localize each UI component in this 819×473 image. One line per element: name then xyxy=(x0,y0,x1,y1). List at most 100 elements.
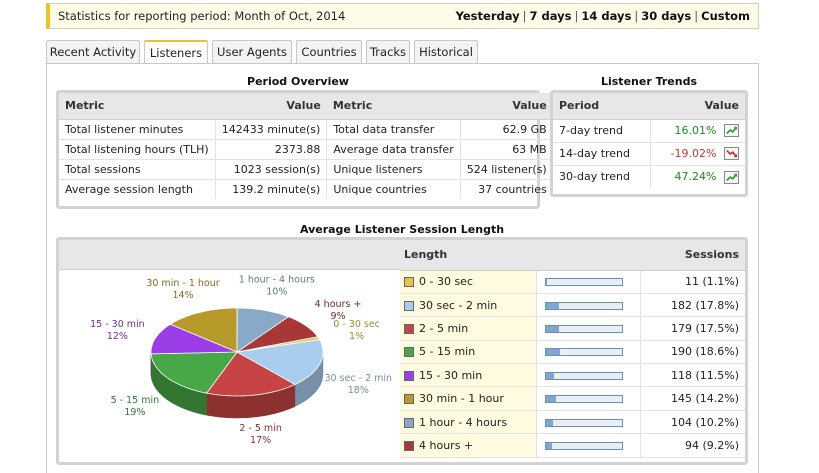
trend-value-cell: -19.02% xyxy=(650,142,745,166)
range-selector: Yesterday | 7 days | 14 days | 30 days | Custom xyxy=(455,9,750,23)
tab-historical[interactable]: Historical xyxy=(414,40,478,63)
session-share-bar-fill xyxy=(545,372,555,379)
reporting-period-bar: Statistics for reporting period: Month o… xyxy=(46,3,759,29)
session-share-bar xyxy=(544,371,623,380)
session-share-bar xyxy=(544,278,623,287)
tab-user-agents[interactable]: User Agents xyxy=(212,40,292,63)
session-share-bar-fill xyxy=(545,419,554,426)
tab-tracks[interactable]: Tracks xyxy=(366,40,410,63)
sessions-value: 182 (17.8%) xyxy=(640,293,745,318)
column-header-period: Period xyxy=(553,93,651,120)
trend-value: 16.01% xyxy=(674,123,717,137)
bar-cell xyxy=(536,410,641,435)
length-cell: 0 - 30 sec xyxy=(400,270,537,294)
bar-cell xyxy=(536,340,641,365)
sessions-value: 104 (10.2%) xyxy=(640,410,745,435)
legend-swatch xyxy=(404,323,414,334)
bar-cell xyxy=(536,386,641,411)
trend-down-icon xyxy=(724,147,739,161)
length-cell: 2 - 5 min xyxy=(400,316,537,341)
length-cell: 30 min - 1 hour xyxy=(400,386,537,411)
pie-slice-label: 15 - 30 min xyxy=(90,319,145,330)
pie-slice xyxy=(150,351,238,394)
session-share-bar xyxy=(544,301,623,310)
sessions-value: 190 (18.6%) xyxy=(640,340,745,365)
length-label: 2 - 5 min xyxy=(419,321,469,335)
column-header-value: Value xyxy=(650,93,745,120)
table-row: 5 - 15 min 190 (18.6%) xyxy=(400,340,745,365)
legend-swatch xyxy=(404,394,414,405)
pie-slice-label: 4 hours + xyxy=(315,299,362,310)
session-share-bar-fill xyxy=(545,325,559,332)
length-label: 5 - 15 min xyxy=(419,345,476,359)
table-row: 30 min - 1 hour 145 (14.2%) xyxy=(400,386,745,411)
session-length-table: Length Sessions 0 - 30 sec 11 (1.1%) 30 se… xyxy=(400,240,745,458)
session-share-bar xyxy=(544,348,623,357)
range-7-days-link[interactable]: 7 days xyxy=(529,9,572,23)
length-label: 30 sec - 2 min xyxy=(419,298,498,312)
sessions-value: 145 (14.2%) xyxy=(640,386,745,411)
pie-slice-percent: 9% xyxy=(330,311,345,322)
pie-slice xyxy=(205,351,296,397)
length-cell: 15 - 30 min xyxy=(400,363,537,388)
pie-slice xyxy=(235,339,324,385)
column-header-sessions: Sessions xyxy=(640,240,745,271)
metric-label: Unique countries xyxy=(326,179,461,199)
trend-value-cell: 47.24% xyxy=(651,165,746,188)
column-header-value: Value xyxy=(460,93,553,120)
length-cell: 1 hour - 4 hours xyxy=(400,410,537,435)
pie-slice-label: 1 hour - 4 hours xyxy=(239,275,315,286)
tab-countries[interactable]: Countries xyxy=(296,40,362,63)
metric-value: 142433 minute(s) xyxy=(215,119,328,140)
metric-value: 2373.88 xyxy=(215,139,328,160)
table-row: 1 hour - 4 hours 104 (10.2%) xyxy=(400,410,745,435)
sessions-value: 179 (17.5%) xyxy=(640,316,745,341)
table-row: 7-day trend 16.01% xyxy=(553,119,745,143)
metric-value: 63 MB xyxy=(460,139,553,160)
pie-slice xyxy=(150,323,238,355)
table-row: Total sessions 1023 session(s) Unique li… xyxy=(59,159,553,180)
session-share-bar-fill xyxy=(545,442,553,449)
bar-cell xyxy=(536,433,641,458)
pie-slice-percent: 19% xyxy=(124,407,145,418)
period-overview-table: Metric Value Metric Value Total listener… xyxy=(59,93,553,199)
range-yesterday-link[interactable]: Yesterday xyxy=(455,9,520,23)
length-label: 4 hours + xyxy=(419,438,474,452)
range-14-days-link[interactable]: 14 days xyxy=(581,9,632,23)
legend-swatch xyxy=(404,277,414,288)
length-cell: 5 - 15 min xyxy=(400,340,537,365)
bar-cell xyxy=(536,293,641,318)
table-row: 30-day trend 47.24% xyxy=(553,165,745,188)
trend-up-icon xyxy=(724,170,739,184)
session-length-title: Average Listener Session Length xyxy=(299,223,505,236)
metric-value: 139.2 minute(s) xyxy=(215,179,328,199)
table-row: Average session length 139.2 minute(s) U… xyxy=(59,179,553,199)
pie-slice-label: 0 - 30 sec xyxy=(333,319,380,330)
table-row: 4 hours + 94 (9.2%) xyxy=(400,433,745,458)
sessions-value: 94 (9.2%) xyxy=(640,433,745,458)
table-row: Total listener minutes 142433 minute(s) … xyxy=(59,119,553,140)
session-share-bar xyxy=(544,324,623,333)
tab-recent-activity[interactable]: Recent Activity xyxy=(46,40,140,63)
pie-slice-percent: 17% xyxy=(250,435,271,446)
listener-trends-title: Listener Trends xyxy=(600,75,698,88)
pie-slice-label: 30 sec - 2 min xyxy=(325,373,393,384)
metric-value: 1023 session(s) xyxy=(215,159,328,180)
session-share-bar-fill xyxy=(545,302,560,309)
legend-swatch xyxy=(404,370,414,381)
pie-slice-label: 30 min - 1 hour xyxy=(146,278,219,289)
length-cell: 4 hours + xyxy=(400,433,537,458)
bar-cell xyxy=(536,363,641,388)
legend-swatch xyxy=(404,417,414,428)
range-30-days-link[interactable]: 30 days xyxy=(641,9,692,23)
range-custom-link[interactable]: Custom xyxy=(701,9,750,23)
trend-value: -19.02% xyxy=(670,146,717,160)
period-overview-panel: Metric Value Metric Value Total listener… xyxy=(56,90,553,209)
session-share-bar xyxy=(544,418,623,427)
pie-slice-percent: 1% xyxy=(349,331,364,342)
length-label: 1 hour - 4 hours xyxy=(419,415,508,429)
tab-listeners[interactable]: Listeners xyxy=(144,40,208,64)
pie-slice-percent: 14% xyxy=(172,290,193,301)
column-header-metric: Metric xyxy=(326,93,461,120)
